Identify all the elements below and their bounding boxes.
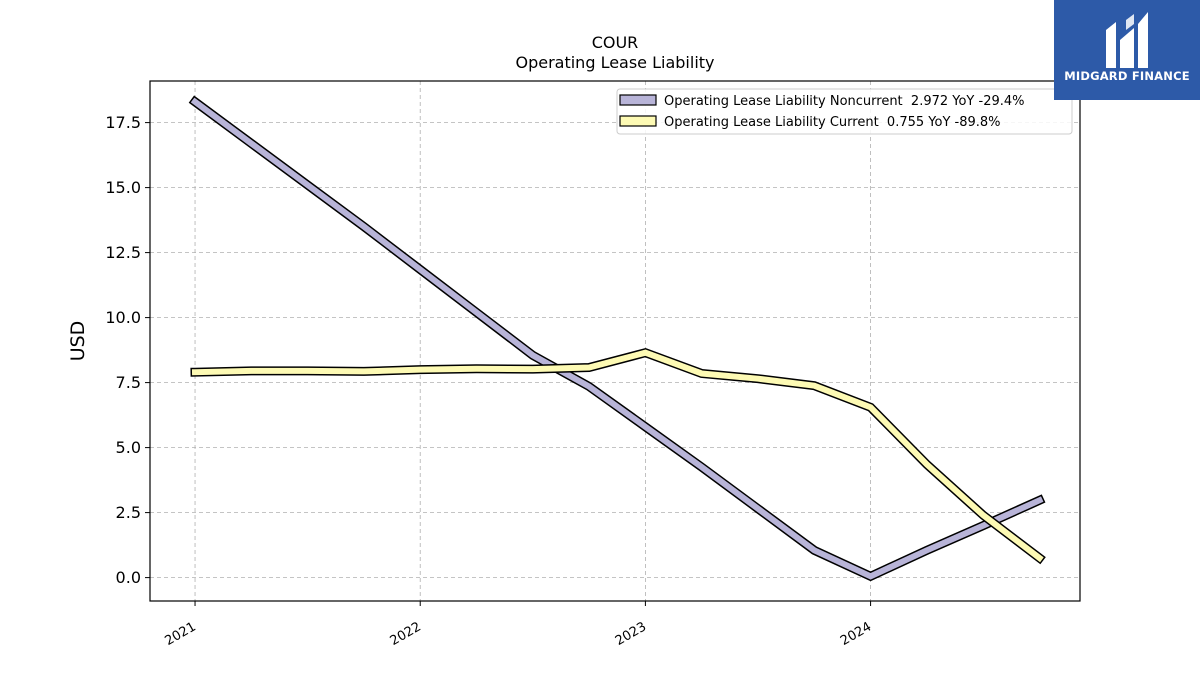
y-tick-label: 10.0 bbox=[105, 308, 141, 327]
y-axis-label: USD bbox=[67, 321, 89, 362]
legend-box bbox=[616, 88, 1073, 135]
x-axis: 2021 2022 2023 2024 bbox=[162, 601, 874, 649]
x-tick-label: 2023 bbox=[613, 619, 649, 649]
legend-swatch-current bbox=[619, 115, 657, 127]
legend-swatch-noncurrent bbox=[619, 94, 657, 106]
logo-text: MIDGARD FINANCE bbox=[1064, 69, 1190, 83]
legend-label-current: Operating Lease Liability Current 0.755 … bbox=[664, 115, 1001, 130]
y-tick-label: 0.0 bbox=[116, 568, 141, 587]
y-tick-label: 7.5 bbox=[116, 373, 141, 392]
y-axis: 0.0 2.5 5.0 7.5 10.0 12.5 15.0 17.5 bbox=[105, 113, 150, 587]
x-tick-label: 2021 bbox=[162, 619, 198, 649]
x-tick-label: 2022 bbox=[388, 619, 424, 649]
y-tick-label: 12.5 bbox=[105, 243, 141, 262]
series-line bbox=[191, 349, 1044, 563]
logo-mark-icon bbox=[1106, 12, 1148, 68]
legend: Operating Lease Liability Noncurrent 2.9… bbox=[616, 88, 1073, 135]
grid bbox=[150, 81, 1080, 601]
midgard-finance-logo: MIDGARD FINANCE bbox=[1054, 0, 1200, 100]
series-1 bbox=[190, 347, 1046, 565]
legend-label-noncurrent: Operating Lease Liability Noncurrent 2.9… bbox=[664, 94, 1025, 109]
x-tick-label: 2024 bbox=[838, 619, 874, 649]
plot-frame bbox=[149, 80, 1081, 602]
y-tick-label: 15.0 bbox=[105, 178, 141, 197]
chart-title: COUR bbox=[592, 33, 639, 52]
series-0 bbox=[188, 95, 1046, 582]
series-layer bbox=[188, 95, 1046, 582]
series-line-outline bbox=[188, 95, 1046, 582]
y-tick-label: 2.5 bbox=[116, 503, 141, 522]
y-tick-label: 17.5 bbox=[105, 113, 141, 132]
series-line bbox=[190, 97, 1044, 580]
series-line-outline bbox=[190, 347, 1046, 565]
chart-subtitle: Operating Lease Liability bbox=[515, 53, 714, 72]
y-tick-label: 5.0 bbox=[116, 438, 141, 457]
